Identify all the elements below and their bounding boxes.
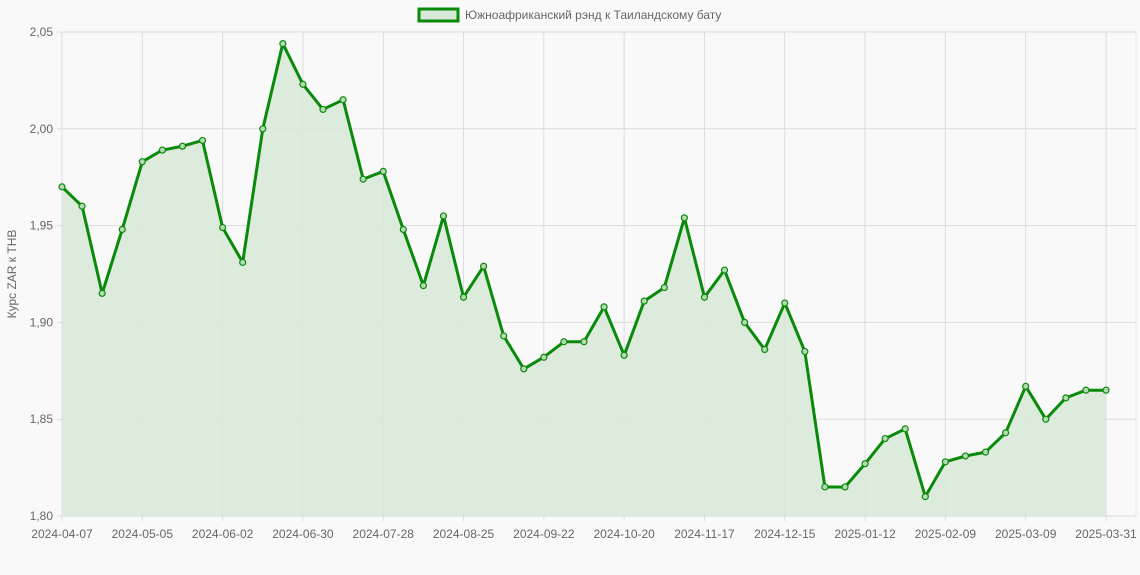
x-tick-label: 2025-01-12 [834, 527, 896, 541]
data-point [138, 158, 146, 166]
data-point [560, 338, 568, 346]
data-point [480, 262, 488, 270]
data-point [600, 303, 608, 311]
data-point [520, 365, 528, 373]
data-point [78, 202, 86, 210]
y-tick-label: 1,90 [30, 315, 54, 329]
y-tick-label: 2,05 [30, 25, 54, 39]
x-tick-label: 2024-09-22 [513, 527, 575, 541]
data-point [459, 293, 468, 301]
x-tick-label: 2025-02-09 [915, 527, 977, 541]
data-point [700, 293, 709, 301]
data-point [1102, 386, 1110, 394]
data-point [58, 183, 66, 191]
data-point [1022, 382, 1030, 390]
data-point [219, 223, 227, 232]
data-point [1042, 415, 1050, 423]
y-axis-label: Курс ZAR к THB [5, 230, 19, 319]
legend-swatch [417, 7, 460, 23]
data-point [801, 347, 809, 356]
data-point [660, 283, 668, 292]
data-point [1062, 394, 1070, 402]
x-tick-label: 2024-04-07 [31, 527, 93, 541]
y-tick-label: 1,95 [30, 219, 54, 233]
data-point [881, 434, 889, 443]
x-tick-label: 2024-07-28 [353, 527, 415, 541]
data-point [901, 425, 909, 433]
data-point [741, 318, 749, 326]
legend-label: Южноафриканский рэнд к Таиландскому бату [465, 8, 721, 22]
data-point [399, 225, 407, 234]
data-point [620, 351, 628, 359]
x-tick-label: 2024-05-05 [112, 527, 174, 541]
data-point [981, 448, 990, 456]
data-point [1082, 386, 1090, 394]
data-point [279, 40, 287, 48]
data-point [379, 167, 387, 175]
data-point [158, 146, 166, 154]
data-point [319, 105, 327, 114]
x-tick-label: 2024-06-02 [192, 527, 254, 541]
data-point [1002, 429, 1010, 437]
x-tick-label: 2024-08-25 [433, 527, 495, 541]
y-tick-label: 2,00 [30, 122, 54, 136]
y-tick-label: 1,80 [30, 509, 54, 523]
x-tick-label: 2024-11-17 [674, 527, 735, 541]
series-area [62, 43, 1106, 516]
data-point [680, 214, 688, 222]
data-point [359, 175, 367, 183]
data-point [580, 338, 588, 346]
data-point [198, 136, 207, 145]
data-point [419, 282, 427, 290]
x-tick-label: 2024-06-30 [272, 527, 334, 541]
x-tick-label: 2024-10-20 [593, 527, 655, 541]
data-point [500, 332, 508, 340]
data-point [339, 96, 347, 104]
x-tick-label: 2025-03-31 [1075, 527, 1137, 541]
x-tick-label: 2025-03-09 [995, 527, 1057, 541]
data-point [921, 493, 929, 501]
data-point [259, 125, 267, 133]
data-point [941, 458, 949, 466]
data-point [781, 299, 789, 307]
data-point [961, 452, 970, 460]
data-point [540, 353, 548, 361]
data-point [299, 80, 307, 88]
data-point [761, 345, 769, 354]
data-point [861, 460, 869, 468]
data-point [821, 483, 829, 491]
data-point [239, 258, 247, 266]
data-point [98, 289, 106, 297]
data-point [118, 225, 126, 234]
data-point [720, 266, 729, 274]
data-point [439, 212, 448, 220]
y-tick-label: 1,85 [30, 412, 54, 426]
x-tick-label: 2024-12-15 [754, 527, 816, 541]
legend[interactable]: Южноафриканский рэнд к Таиландскому бату [417, 7, 721, 23]
data-point [841, 483, 849, 491]
data-point [178, 142, 187, 150]
data-point [640, 297, 648, 305]
